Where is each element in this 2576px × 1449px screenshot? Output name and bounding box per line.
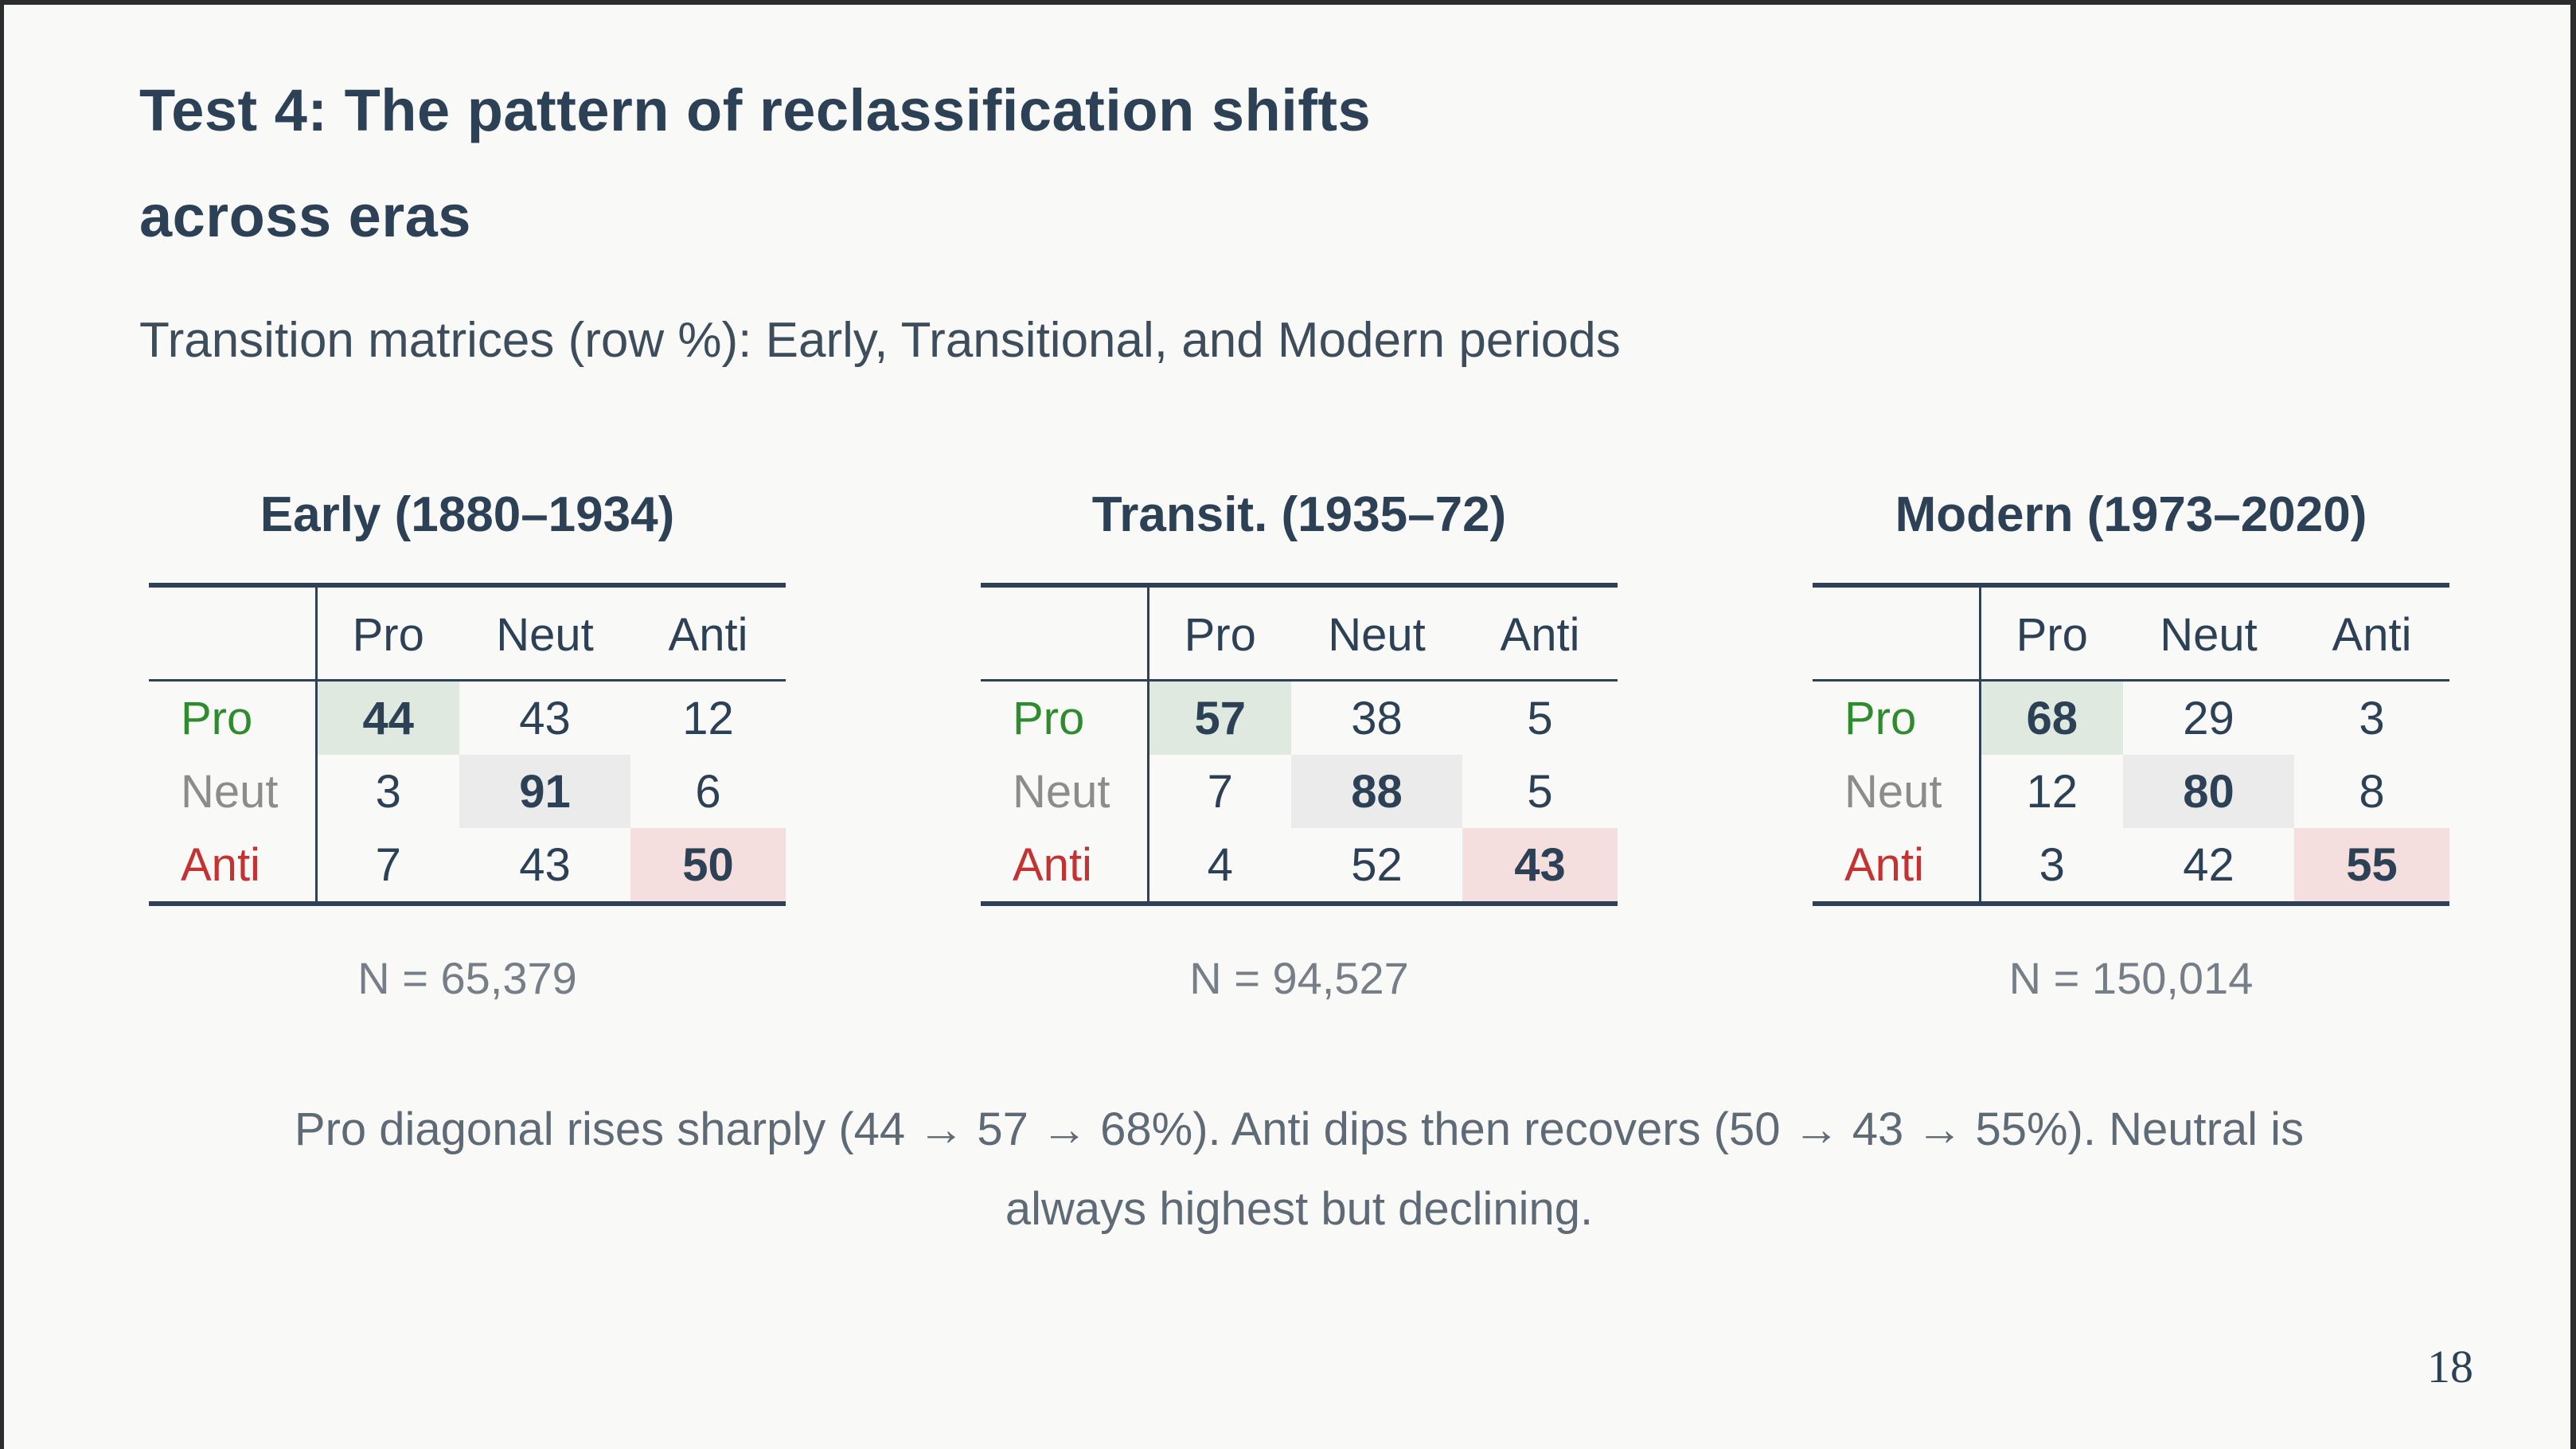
matrix-cell: 3 (2359, 692, 2385, 744)
matrix-row-neut: Neut 7 88 5 (981, 755, 1618, 829)
slide-content: Test 4: The pattern of reclassification … (4, 5, 2570, 1249)
matrix-block-modern: Modern (1973–2020) Pro Neut Anti Pro (1813, 486, 2449, 1004)
slide-subtitle: Transition matrices (row %): Early, Tran… (139, 313, 1621, 369)
matrix-cell: 88 (1291, 755, 1462, 829)
takeaway-note-line2: always highest but declining. (1005, 1183, 1594, 1236)
matrix-row-neut: Neut 12 80 8 (1813, 755, 2449, 829)
sample-size-modern: N = 150,014 (2008, 953, 2254, 1004)
column-header-pro: Pro (1978, 585, 2123, 682)
matrix-title-modern: Modern (1973–2020) (1895, 487, 2367, 543)
matrix-cell: 43 (1462, 828, 1618, 904)
matrix-cell: 5 (1527, 765, 1553, 818)
matrix-corner-cell (149, 585, 316, 682)
matrix-table-transitional: Pro Neut Anti Pro 57 38 5 Ne (981, 583, 1618, 907)
matrix-cell: 4 (1146, 828, 1291, 904)
slide-title-line2: across eras (139, 183, 471, 250)
matrix-cell: 55 (2294, 828, 2449, 904)
transition-matrices-row: Early (1880–1934) Pro Neut Anti Pro (149, 486, 2449, 1004)
slide-title: Test 4: The pattern of reclassification … (139, 57, 2459, 269)
matrix-title-early: Early (1880–1934) (260, 487, 675, 543)
column-header-anti: Anti (2294, 585, 2449, 682)
column-header-anti: Anti (630, 585, 786, 682)
matrix-cell: 12 (682, 692, 734, 744)
matrix-cell: 52 (1351, 838, 1403, 891)
matrix-row-anti: Anti 3 42 55 (1813, 828, 2449, 904)
column-header-neut: Neut (2123, 585, 2294, 682)
row-label-neut: Neut (1844, 765, 1942, 818)
sample-size-early: N = 65,379 (357, 953, 577, 1004)
matrix-cell: 29 (2183, 692, 2234, 744)
matrix-cell: 5 (1527, 692, 1553, 744)
row-label-anti: Anti (1844, 838, 1924, 891)
slide-title-line1: Test 4: The pattern of reclassification … (139, 77, 1372, 143)
matrix-cell: 7 (314, 828, 459, 904)
matrix-cell: 57 (1146, 680, 1291, 756)
matrix-cell: 80 (2123, 755, 2294, 829)
takeaway-note: Pro diagonal rises sharply (44 → 57 → 68… (145, 1090, 2453, 1249)
matrix-cell: 7 (1146, 755, 1291, 829)
row-label-neut: Neut (181, 765, 279, 818)
row-label-anti: Anti (181, 838, 260, 891)
matrix-cell: 38 (1351, 692, 1403, 744)
matrix-cell: 3 (314, 755, 459, 829)
matrix-table-modern: Pro Neut Anti Pro 68 29 3 Ne (1813, 583, 2449, 907)
matrix-cell: 42 (2183, 838, 2234, 891)
matrix-row-anti: Anti 7 43 50 (149, 828, 786, 904)
matrix-row-pro: Pro 44 43 12 (149, 680, 786, 756)
row-label-anti: Anti (1013, 838, 1092, 891)
row-label-pro: Pro (1844, 692, 1917, 744)
row-label-pro: Pro (1013, 692, 1085, 744)
row-label-neut: Neut (1013, 765, 1110, 818)
matrix-row-pro: Pro 57 38 5 (981, 680, 1618, 756)
matrix-corner-cell (981, 585, 1148, 682)
matrix-cell: 91 (459, 755, 630, 829)
sample-size-transitional: N = 94,527 (1189, 953, 1409, 1004)
matrix-cell: 43 (519, 692, 571, 744)
matrix-cell: 50 (630, 828, 786, 904)
matrix-table-early: Pro Neut Anti Pro 44 43 12 N (149, 583, 786, 907)
matrix-row-anti: Anti 4 52 43 (981, 828, 1618, 904)
matrix-header-row: Pro Neut Anti (1813, 585, 2449, 682)
column-header-anti: Anti (1462, 585, 1618, 682)
column-header-pro: Pro (1146, 585, 1291, 682)
column-header-pro: Pro (314, 585, 459, 682)
row-label-pro: Pro (181, 692, 253, 744)
matrix-header-row: Pro Neut Anti (149, 585, 786, 682)
matrix-cell: 12 (1978, 755, 2123, 829)
matrix-block-early: Early (1880–1934) Pro Neut Anti Pro (149, 486, 786, 1004)
column-header-neut: Neut (459, 585, 630, 682)
matrix-cell: 43 (519, 838, 571, 891)
matrix-row-pro: Pro 68 29 3 (1813, 680, 2449, 756)
matrix-block-transitional: Transit. (1935–72) Pro Neut Anti Pro (981, 486, 1618, 1004)
matrix-title-transitional: Transit. (1935–72) (1091, 487, 1507, 543)
matrix-cell: 44 (314, 680, 459, 756)
matrix-cell: 68 (1978, 680, 2123, 756)
matrix-cell: 6 (695, 765, 721, 818)
matrix-header-row: Pro Neut Anti (981, 585, 1618, 682)
matrix-cell: 8 (2359, 765, 2385, 818)
takeaway-note-line1: Pro diagonal rises sharply (44 → 57 → 68… (294, 1103, 2305, 1156)
column-header-neut: Neut (1291, 585, 1462, 682)
matrix-cell: 3 (1978, 828, 2123, 904)
page-number: 18 (2427, 1341, 2473, 1392)
matrix-row-neut: Neut 3 91 6 (149, 755, 786, 829)
matrix-corner-cell (1813, 585, 1980, 682)
